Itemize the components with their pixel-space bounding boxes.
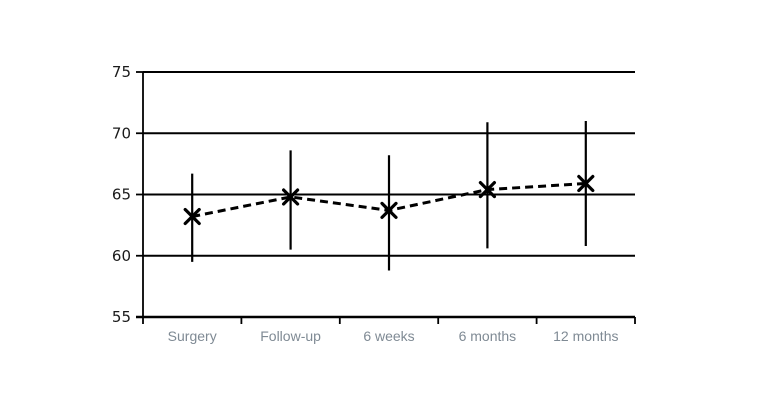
data-point-marker-2-stroke2: [380, 201, 398, 220]
x-tick-label-2: 6 weeks: [363, 328, 414, 344]
y-tick-label-70: 70: [112, 124, 131, 142]
data-point-marker-4-stroke2: [577, 174, 595, 193]
x-tick-label-0: Surgery: [168, 328, 217, 344]
x-tick-label-4: 12 months: [553, 328, 618, 344]
y-tick-label-65: 65: [112, 186, 131, 204]
data-point-marker-3-stroke2: [478, 181, 496, 199]
y-tick-label-60: 60: [112, 247, 131, 265]
y-tick-label-75: 75: [112, 63, 131, 81]
x-tick-label-1: Follow-up: [260, 328, 321, 344]
x-tick-label-3: 6 months: [459, 328, 517, 344]
y-tick-label-55: 55: [112, 308, 131, 326]
data-point-marker-0-stroke2: [183, 207, 201, 226]
data-point-marker-1-stroke2: [282, 188, 300, 206]
